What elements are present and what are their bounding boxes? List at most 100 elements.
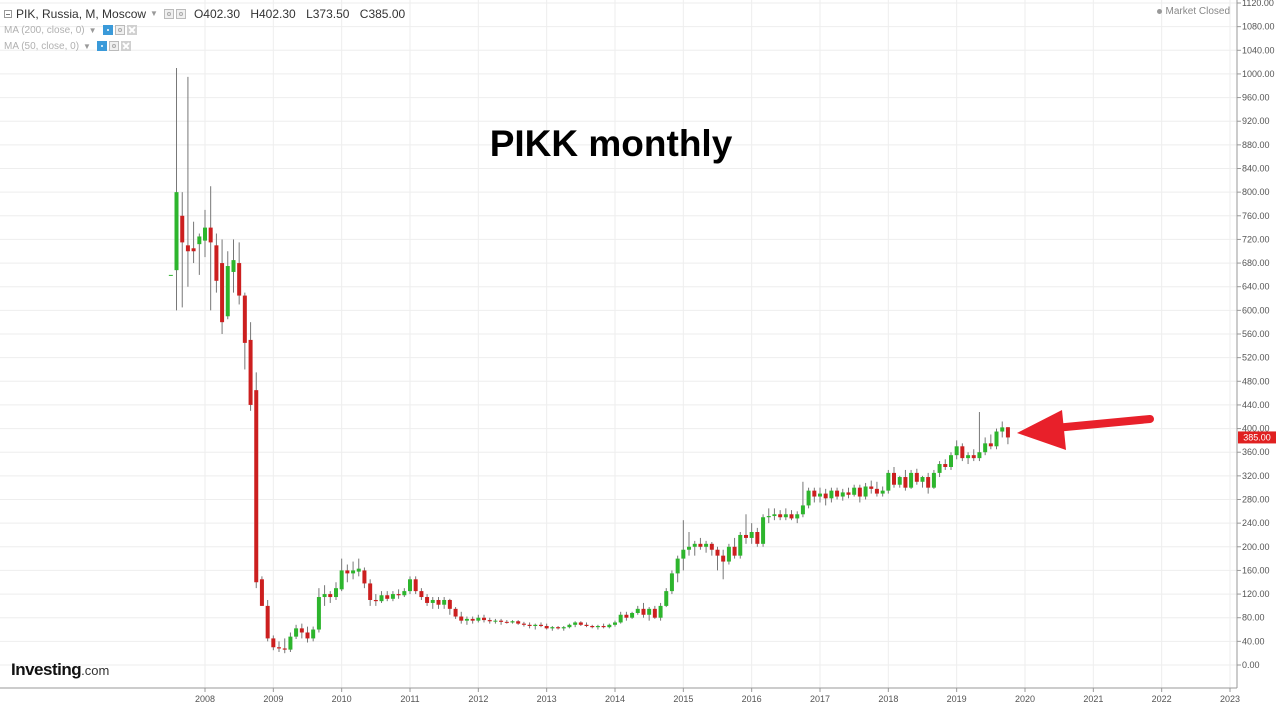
candle-body	[692, 543, 697, 547]
candle	[761, 514, 766, 547]
candle	[772, 508, 777, 521]
candle	[482, 614, 487, 623]
candle-body	[664, 591, 669, 606]
candle-body	[402, 591, 407, 596]
candle	[937, 461, 942, 478]
candle	[396, 589, 401, 599]
candle-body	[966, 455, 971, 459]
candle	[277, 641, 282, 652]
visibility-icon[interactable]	[175, 8, 186, 19]
candle	[573, 621, 578, 628]
candle	[920, 475, 925, 488]
candle	[203, 209, 207, 258]
candle-body	[430, 599, 435, 603]
settings-icon[interactable]	[114, 25, 125, 35]
close-icon[interactable]	[126, 25, 137, 35]
candle	[743, 514, 748, 544]
candle	[174, 68, 179, 311]
chart-axes	[0, 0, 1238, 689]
candle-body	[288, 636, 293, 650]
x-tick-label: 2018	[878, 694, 898, 704]
candle-body	[322, 594, 327, 598]
candle	[783, 508, 788, 521]
candle-body	[857, 487, 862, 497]
candle	[635, 605, 640, 615]
candle-body	[413, 579, 418, 592]
candle-body	[271, 638, 276, 648]
candle	[521, 621, 526, 627]
x-tick-label: 2015	[673, 694, 693, 704]
candle	[977, 412, 982, 462]
candle-body	[624, 614, 629, 618]
y-tick-label: 80.00	[1242, 613, 1265, 623]
candle-body	[544, 625, 549, 629]
y-tick-label: 280.00	[1242, 495, 1270, 505]
candle	[299, 623, 304, 639]
candle-body	[931, 472, 936, 488]
collapse-toggle-icon[interactable]	[4, 9, 12, 18]
candle	[886, 469, 891, 494]
indicator-label[interactable]: MA (200, close, 0)	[4, 24, 85, 36]
settings-icon[interactable]	[163, 8, 174, 19]
candle	[259, 576, 264, 606]
candle	[601, 623, 606, 629]
candle	[305, 626, 310, 643]
candle	[812, 487, 817, 503]
candle	[464, 616, 469, 625]
candle-body	[259, 579, 264, 606]
candle-body	[789, 514, 794, 519]
candle-body	[687, 546, 692, 550]
candle	[544, 623, 549, 630]
candle	[766, 508, 771, 524]
candle	[749, 523, 754, 544]
open-value: O402.30	[193, 6, 240, 21]
market-status: Market Closed	[1156, 6, 1230, 17]
chevron-down-icon[interactable]: ▼	[83, 41, 91, 51]
candle-body	[818, 493, 822, 497]
candle	[373, 594, 378, 606]
candle-body	[732, 546, 737, 556]
candle-series	[168, 68, 1010, 654]
candle	[652, 605, 657, 619]
candle	[892, 466, 897, 488]
symbol-label[interactable]: PIK, Russia, M, Moscow	[16, 6, 147, 21]
candle-body	[835, 490, 840, 497]
candle	[590, 624, 595, 629]
chart-header: PIK, Russia, M, Moscow ▼ O402.30 H402.30…	[4, 5, 412, 54]
candle-body	[635, 608, 640, 613]
candle-body	[265, 605, 270, 639]
candle	[379, 591, 384, 603]
settings-icon[interactable]	[108, 41, 119, 51]
candle-body	[351, 570, 356, 574]
eye-icon[interactable]	[96, 41, 107, 51]
candle	[755, 527, 760, 547]
candle	[704, 540, 709, 553]
candle-body	[567, 624, 572, 628]
candle	[322, 585, 327, 606]
chevron-down-icon[interactable]: ▼	[88, 25, 97, 35]
candle	[948, 452, 953, 470]
x-tick-label: 2010	[332, 694, 352, 704]
candle-body	[527, 624, 532, 626]
candle	[425, 594, 430, 606]
y-tick-label: 1120.00	[1242, 0, 1274, 8]
candle	[595, 624, 600, 630]
indicator-row-ma200: MA (200, close, 0) ▼	[4, 22, 412, 38]
candle	[983, 437, 988, 456]
candle	[538, 622, 543, 628]
candle	[345, 564, 350, 583]
candle-body	[174, 192, 179, 271]
eye-icon[interactable]	[102, 25, 113, 35]
candle-body	[795, 514, 800, 519]
y-tick-label: 720.00	[1242, 234, 1270, 244]
candle-body	[538, 624, 543, 626]
candle-body	[897, 477, 902, 485]
indicator-label[interactable]: MA (50, close, 0)	[4, 40, 80, 52]
close-icon[interactable]	[120, 41, 131, 51]
candle	[874, 481, 879, 497]
candle	[550, 625, 555, 631]
candle	[806, 487, 811, 509]
candle-body	[641, 608, 646, 615]
chevron-down-icon[interactable]: ▼	[150, 9, 158, 18]
